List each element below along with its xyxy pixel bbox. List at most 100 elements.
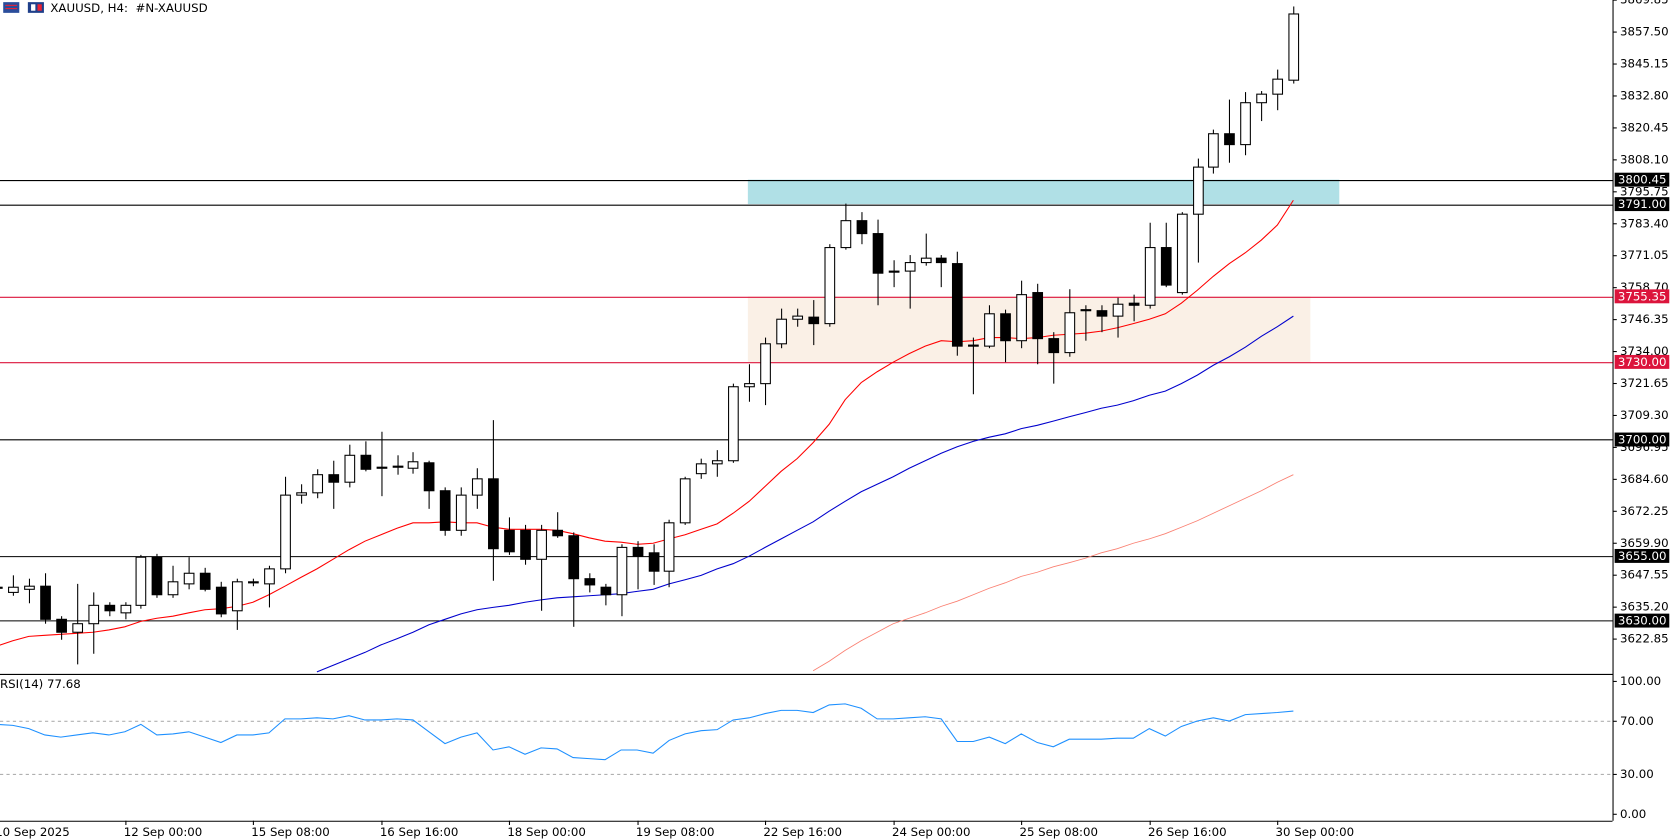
level-label: 3630.00	[1618, 614, 1667, 628]
candle-body	[728, 386, 739, 462]
candle-body	[312, 474, 324, 494]
level-label-box	[1614, 548, 1670, 563]
candle-body	[471, 478, 483, 496]
y-tick-label: 3622.85	[1620, 632, 1669, 646]
candle-body	[1096, 310, 1108, 317]
x-tick-label: 19 Sep 08:00	[636, 825, 715, 839]
level-label: 3791.00	[1618, 197, 1667, 211]
candle-body	[183, 572, 195, 585]
candle-body	[344, 454, 356, 483]
x-tick-label: 22 Sep 16:00	[763, 825, 842, 839]
level-label: 3800.45	[1618, 173, 1667, 187]
candle-body	[744, 383, 755, 388]
y-tick-label: 3721.65	[1620, 376, 1669, 390]
rsi-plot	[0, 703, 1613, 775]
candle-body	[328, 474, 340, 483]
candle-body	[663, 522, 675, 572]
rsi-tick-label: 100.00	[1620, 674, 1661, 688]
axes	[0, 0, 1617, 825]
candle-body	[56, 618, 67, 633]
rsi-tick-label: 0.00	[1620, 807, 1646, 821]
y-tick-label: 3808.10	[1620, 152, 1669, 166]
candle-body	[248, 581, 259, 584]
rsi-line	[0, 703, 1294, 761]
y-tick-label: 3783.40	[1620, 216, 1669, 230]
candle-body	[1048, 338, 1060, 354]
level-label: 3755.35	[1618, 289, 1667, 303]
candle-body	[1064, 312, 1076, 354]
candle-body	[888, 270, 900, 273]
candle-body	[648, 552, 660, 572]
chart-icon[interactable]	[27, 2, 44, 13]
level-label-box	[1614, 354, 1670, 369]
y-tick-label: 3647.55	[1620, 568, 1669, 582]
candle-body	[616, 546, 628, 596]
level-label: 3655.00	[1618, 549, 1667, 563]
y-tick-label: 3845.15	[1620, 57, 1669, 71]
x-tick-label: 12 Sep 00:00	[124, 825, 203, 839]
y-tick-label: 3869.85	[1620, 0, 1669, 7]
candle-body	[1256, 93, 1267, 104]
candle-body	[695, 463, 707, 475]
candle-body	[376, 466, 388, 469]
y-tick-label: 3635.20	[1620, 600, 1669, 614]
candle-body	[104, 604, 116, 612]
candle-body	[536, 529, 547, 560]
level-label-box	[1614, 289, 1670, 304]
candle-body	[711, 460, 723, 465]
candle-body	[151, 556, 163, 596]
candle-body	[8, 586, 19, 593]
candle-body	[88, 604, 100, 625]
y-tick-label: 3857.50	[1620, 25, 1669, 39]
candle-body	[135, 556, 147, 606]
candle-body	[1000, 313, 1011, 342]
moving-average	[0, 199, 1294, 646]
level-label-box	[1614, 172, 1670, 187]
candle-body	[920, 257, 932, 264]
candle-body	[1160, 247, 1172, 286]
moving-average	[316, 315, 1294, 673]
x-tick-label: 15 Sep 08:00	[251, 825, 330, 839]
candle-body	[1224, 133, 1235, 146]
y-tick-label: 3771.05	[1620, 248, 1669, 262]
zone	[747, 296, 1311, 362]
candle-body	[264, 568, 275, 585]
candle-body	[552, 529, 564, 537]
x-tick-label: 24 Sep 00:00	[892, 825, 971, 839]
candle-body	[504, 529, 515, 553]
candle-body	[1016, 294, 1027, 342]
candle-body	[584, 578, 596, 586]
candle-body	[632, 546, 644, 557]
candle-body	[935, 257, 947, 264]
candle-body	[968, 344, 979, 347]
candle-body	[423, 462, 435, 492]
y-tick-label: 3746.35	[1620, 312, 1669, 326]
x-tick-label: 16 Sep 16:00	[380, 825, 459, 839]
candle-body	[1193, 166, 1204, 215]
candle-body	[679, 478, 691, 524]
zone	[747, 179, 1340, 205]
y-tick-label: 3832.80	[1620, 88, 1669, 102]
candle-body	[72, 623, 84, 633]
rsi-tick-label: 30.00	[1620, 767, 1654, 781]
candle-body	[792, 315, 804, 320]
candle-body	[1272, 78, 1284, 95]
candle-body	[167, 581, 179, 596]
level-label-box	[1614, 613, 1670, 628]
moving-average	[812, 474, 1294, 672]
candle-body	[1176, 213, 1188, 294]
candle-body	[407, 461, 419, 469]
level-label: 3700.00	[1618, 433, 1667, 447]
candle-body	[231, 581, 243, 612]
y-tick-label: 3659.90	[1620, 536, 1669, 550]
menu-icon[interactable]	[3, 2, 20, 13]
y-tick-label: 3672.25	[1620, 504, 1669, 518]
candle-body	[280, 494, 291, 570]
y-tick-label: 3709.30	[1620, 408, 1669, 422]
candle-body	[1144, 247, 1156, 306]
candle-body	[40, 585, 51, 620]
x-tick-label: 25 Sep 08:00	[1019, 825, 1098, 839]
candle-body	[215, 586, 227, 615]
